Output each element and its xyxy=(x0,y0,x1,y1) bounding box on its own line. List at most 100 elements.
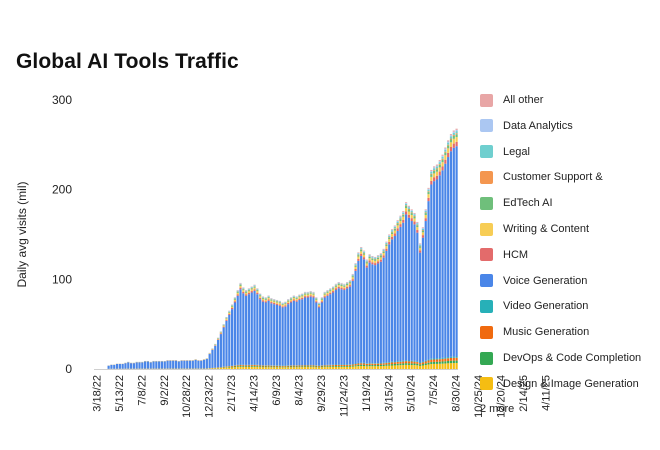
bar-segment xyxy=(390,230,394,232)
bar-segment xyxy=(298,297,301,299)
bar-segment xyxy=(323,294,326,297)
bar-segment xyxy=(278,367,281,369)
bar-segment xyxy=(337,288,340,365)
bar-segment xyxy=(295,297,298,298)
legend-more-link[interactable]: 2 more xyxy=(480,402,515,415)
bar-segment xyxy=(444,358,447,362)
bar-segment xyxy=(416,365,419,369)
bar-segment xyxy=(421,237,425,362)
bar-segment xyxy=(250,366,253,369)
bar-segment xyxy=(287,366,290,368)
bar-segment xyxy=(430,359,433,363)
bar-segment xyxy=(236,366,239,368)
bar-segment xyxy=(382,255,385,258)
bar-segment xyxy=(278,302,281,304)
bar-segment xyxy=(447,140,450,142)
bar-segment xyxy=(216,339,220,368)
bar-segment xyxy=(278,301,281,303)
legend-item[interactable]: Video Generation xyxy=(480,297,588,315)
bar-segment xyxy=(357,260,360,363)
bar-segment xyxy=(455,146,458,357)
bar-segment xyxy=(239,364,242,366)
bar-segment xyxy=(419,364,422,366)
bar-segment xyxy=(396,222,399,224)
bar-segment xyxy=(435,171,439,176)
bar-segment xyxy=(284,367,287,369)
bar-segment xyxy=(275,301,279,303)
bar-segment xyxy=(368,255,371,257)
bar-segment xyxy=(284,366,287,368)
bar-segment xyxy=(435,361,439,364)
legend-swatch xyxy=(480,274,493,288)
bar-segment xyxy=(228,313,231,315)
bar-segment xyxy=(306,297,309,365)
bar-segment xyxy=(315,297,318,299)
bar-segment xyxy=(379,259,382,262)
bar-segment xyxy=(433,166,436,168)
bar-segment xyxy=(152,361,155,369)
bar-segment xyxy=(410,365,413,369)
bar-segment xyxy=(371,366,374,369)
bar-segment xyxy=(357,256,360,259)
bar-segment xyxy=(236,295,239,365)
legend-item[interactable]: All other xyxy=(480,91,543,109)
legend-item[interactable]: Voice Generation xyxy=(480,272,587,290)
bar-segment xyxy=(340,289,343,365)
bar-segment xyxy=(312,294,315,297)
legend-item[interactable]: DevOps & Code Completion xyxy=(480,349,641,367)
bar-segment xyxy=(379,253,382,255)
legend-item[interactable]: Writing & Content xyxy=(480,220,589,238)
bar-segment xyxy=(233,298,236,300)
legend-item[interactable]: Customer Support & xyxy=(480,168,603,186)
bar-segment xyxy=(239,366,242,369)
bar-segment xyxy=(404,205,408,207)
bar-segment xyxy=(374,363,377,366)
bar-segment xyxy=(430,358,433,360)
bar-segment xyxy=(155,361,158,369)
bar-segment xyxy=(303,293,307,295)
bar-segment xyxy=(275,303,279,305)
legend-item[interactable]: Legal xyxy=(480,143,530,161)
bar-segment xyxy=(404,203,408,204)
bar-segment xyxy=(309,291,312,293)
legend-item[interactable]: Design & Image Generation xyxy=(480,375,639,393)
bar-segment xyxy=(354,270,357,364)
bar-segment xyxy=(278,366,281,368)
bar-segment xyxy=(435,169,439,172)
bar-segment xyxy=(388,239,391,242)
bar-segment xyxy=(326,365,329,367)
bar-segment xyxy=(379,366,382,369)
bar-segment xyxy=(388,362,391,365)
bar-segment xyxy=(256,289,259,290)
bar-segment xyxy=(357,255,360,257)
bar-segment xyxy=(239,283,242,285)
y-tick-label: 100 xyxy=(52,272,72,286)
bar-segment xyxy=(376,255,380,257)
bar-segment xyxy=(399,218,402,220)
bar-segment xyxy=(273,301,276,303)
legend-item[interactable]: HCM xyxy=(480,246,528,264)
bar-segment xyxy=(421,364,425,366)
bar-segment xyxy=(438,363,441,369)
bar-segment xyxy=(343,366,346,369)
bar-segment xyxy=(371,264,374,364)
bar-segment xyxy=(379,364,382,367)
bar-segment xyxy=(247,365,251,367)
legend-item[interactable]: Data Analytics xyxy=(480,117,573,135)
bar-segment xyxy=(427,201,430,360)
legend-item[interactable]: EdTech AI xyxy=(480,194,553,212)
bar-segment xyxy=(284,305,287,307)
bar-segment xyxy=(264,366,267,368)
bar-segment xyxy=(301,297,304,300)
legend-item[interactable]: Music Generation xyxy=(480,323,589,341)
bar-segment xyxy=(438,358,441,360)
bar-segment xyxy=(334,366,338,367)
bar-segment xyxy=(447,148,450,153)
bar-segment xyxy=(407,208,410,210)
bar-segment xyxy=(419,247,422,251)
bar-segment xyxy=(320,299,323,302)
bar-segment xyxy=(399,217,402,219)
bar-segment xyxy=(393,363,396,366)
bar-segment xyxy=(247,366,251,367)
bar-segment xyxy=(374,260,377,264)
